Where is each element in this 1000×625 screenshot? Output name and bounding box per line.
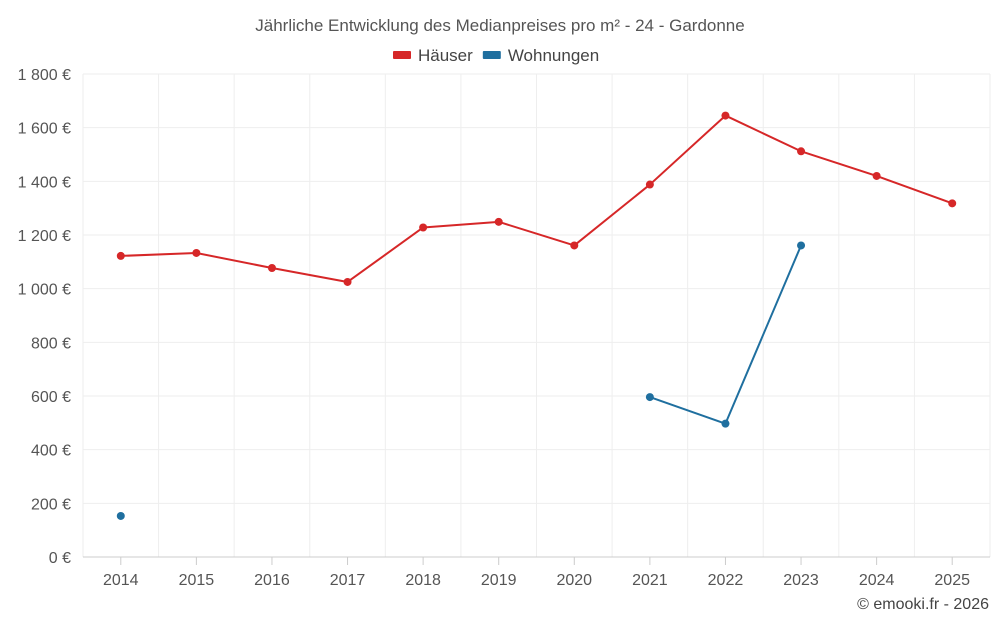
- y-tick-label: 1 600 €: [18, 121, 71, 138]
- data-point: [645, 393, 654, 402]
- legend: Häuser Wohnungen: [393, 46, 599, 65]
- series-0: [116, 111, 957, 286]
- x-tick-label: 2022: [708, 572, 744, 589]
- x-tick-label: 2016: [254, 572, 290, 589]
- data-point: [721, 111, 730, 120]
- y-tick-label: 1 800 €: [18, 67, 71, 84]
- x-tick-label: 2014: [103, 572, 139, 589]
- copyright-footer: © emooki.fr - 2026: [857, 596, 989, 613]
- x-tick-label: 2015: [179, 572, 215, 589]
- data-point: [116, 251, 125, 260]
- data-point: [797, 147, 806, 156]
- data-point: [192, 248, 201, 257]
- legend-label: Wohnungen: [508, 46, 599, 65]
- x-tick-label: 2018: [405, 572, 441, 589]
- x-tick-label: 2024: [859, 572, 895, 589]
- series-1: [116, 241, 806, 520]
- x-tick-label: 2021: [632, 572, 668, 589]
- legend-swatch: [482, 51, 501, 59]
- y-tick-label: 1 000 €: [18, 282, 71, 299]
- series-line: [120, 114, 953, 283]
- y-tick-label: 1 200 €: [18, 228, 71, 245]
- legend-swatch: [393, 51, 411, 59]
- y-tick-label: 0 €: [49, 550, 71, 567]
- legend-label: Häuser: [418, 46, 473, 65]
- data-point: [872, 171, 881, 180]
- data-point: [721, 419, 730, 428]
- data-point: [116, 511, 125, 520]
- x-tick-label: 2023: [783, 572, 819, 589]
- data-point: [645, 180, 654, 189]
- data-point: [570, 241, 579, 250]
- data-point: [343, 277, 352, 286]
- x-tick-label: 2025: [934, 572, 970, 589]
- data-point: [948, 199, 957, 208]
- chart-title: Jährliche Entwicklung des Medianpreises …: [255, 16, 744, 35]
- series-layer: [116, 111, 957, 520]
- axes: 0 € 200 € 400 € 600 € 800 € 1 000 € 1 200 € 1 4…: [18, 67, 990, 589]
- grid: [82, 73, 991, 557]
- data-point: [267, 264, 276, 273]
- data-point: [419, 223, 428, 232]
- y-tick-label: 400 €: [31, 443, 71, 460]
- x-tick-label: 2017: [330, 572, 366, 589]
- y-tick-label: 800 €: [31, 335, 71, 352]
- y-tick-label: 200 €: [31, 496, 71, 513]
- y-tick-label: 600 €: [31, 389, 71, 406]
- data-point: [494, 217, 503, 226]
- x-tick-label: 2019: [481, 572, 517, 589]
- x-tick-label: 2020: [556, 572, 592, 589]
- series-line: [649, 245, 802, 425]
- y-tick-label: 1 400 €: [18, 174, 71, 191]
- data-point: [797, 241, 806, 250]
